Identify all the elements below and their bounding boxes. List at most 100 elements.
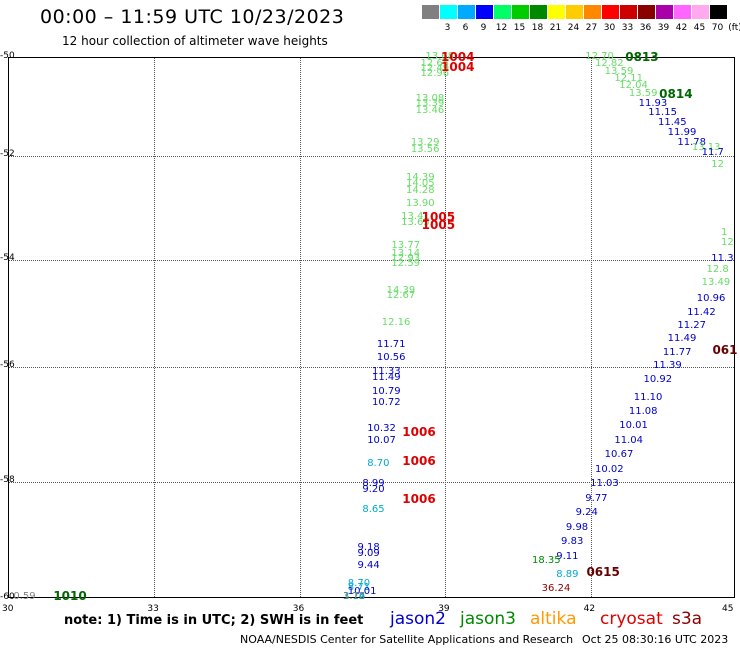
buoy-id-label: 1006: [402, 453, 436, 468]
wave-height-label: 0.59: [13, 591, 36, 602]
wave-height-label: 8.99: [362, 477, 385, 489]
colorbar-swatch: [710, 5, 727, 19]
wave-height-label: 9.20: [362, 483, 385, 495]
buoy-id-label: 1005: [421, 210, 456, 225]
wave-height-label: 14.39: [386, 285, 416, 297]
colorbar-tick-label: 39: [657, 23, 670, 33]
colorbar-swatch: [674, 5, 691, 19]
x-tick-label: 39: [438, 604, 450, 614]
wave-height-label: 1: [721, 227, 728, 238]
wave-height-label: 13.90: [405, 198, 435, 210]
colorbar-swatch: [584, 5, 601, 19]
colorbar-tick-label: 36: [639, 23, 652, 33]
wave-height-label: 8.65: [362, 504, 385, 516]
satellite-legend-cryosat: cryosat: [600, 609, 663, 629]
wave-height-label: 13.68: [425, 51, 454, 62]
wave-height-label: 11.93: [638, 97, 668, 109]
wave-height-label: 3.16: [342, 591, 366, 602]
wave-height-label: 8.71: [347, 581, 371, 593]
colorbar-tick-label: 3: [444, 23, 451, 33]
buoy-id-label: 1005: [421, 218, 456, 233]
x-tick-label: 30: [2, 604, 14, 614]
wave-height-label: 12.65: [420, 58, 450, 70]
wave-height-label: 12: [711, 159, 725, 171]
buoy-id-label: 061: [712, 342, 738, 357]
wave-height-label: 12.49: [420, 63, 450, 75]
wave-height-label: 13.65: [401, 216, 430, 228]
wave-height-label: 10.92: [643, 374, 673, 386]
colorbar-swatch: [476, 5, 493, 19]
colorbar-swatch: [638, 5, 655, 19]
map-plot-area: [8, 57, 735, 598]
wave-height-label: 10.07: [367, 434, 396, 446]
wave-height-label: 11.3: [711, 253, 734, 264]
wave-height-label: 9.11: [556, 551, 579, 563]
wave-height-label: 9.44: [357, 559, 380, 571]
wave-height-label: 9.98: [565, 521, 589, 533]
colorbar-swatch: [458, 5, 475, 19]
y-tick-label: -58: [0, 475, 15, 485]
colorbar-tick-label: 9: [480, 23, 487, 33]
colorbar-tick-label: 42: [675, 23, 688, 33]
wave-height-label: 10.96: [696, 293, 726, 305]
y-tick-label: -60: [0, 592, 15, 602]
buoy-id-label: 1010: [53, 589, 87, 603]
wave-height-label: 12.8: [706, 263, 729, 275]
buoy-id-label: 1004: [441, 50, 475, 64]
colorbar-tick-label: 18: [531, 23, 544, 33]
wave-height-label: 13.59: [628, 87, 658, 99]
colorbar-tick-label: 45: [693, 23, 706, 33]
wave-height-label: 9.77: [585, 492, 608, 504]
grid-line-horizontal: [9, 482, 734, 483]
buoy-id-label: 1004: [441, 59, 475, 74]
wave-height-label: 13.29: [410, 136, 440, 148]
colorbar-tick-label: 30: [603, 23, 616, 33]
wave-height-label: 12.67: [386, 290, 416, 302]
footnote: note: 1) Time is in UTC; 2) SWH is in fe…: [64, 613, 364, 628]
x-tick-label: 36: [292, 604, 305, 614]
x-tick-label: 33: [147, 604, 159, 614]
wave-height-label: 12.11: [614, 73, 643, 85]
wave-height-label: 12.59: [391, 258, 421, 270]
x-tick-label: 45: [722, 604, 734, 614]
wave-height-label: 13.14: [391, 247, 421, 259]
wave-height-label: 11.42: [687, 306, 716, 318]
y-tick-label: -50: [0, 51, 15, 61]
wave-height-label: 12: [721, 237, 734, 249]
colorbar-tick-label: 24: [567, 23, 580, 33]
grid-line-vertical: [590, 58, 592, 597]
colorbar-swatch: [566, 5, 583, 19]
colorbar-swatch: [512, 5, 529, 19]
colorbar-swatch: [494, 5, 511, 19]
wave-height-label: 13.49: [701, 277, 731, 289]
generated-timestamp: Oct 25 08:30:16 UTC 2023: [582, 633, 729, 646]
colorbar-tick-label: 6: [462, 23, 469, 33]
page-subtitle: 12 hour collection of altimeter wave hei…: [62, 34, 328, 48]
colorbar-unit-label: (ft): [728, 23, 740, 33]
wave-height-label: 13.59: [604, 65, 634, 77]
wave-height-label: 10.72: [372, 397, 401, 409]
wave-height-label: 11.99: [667, 126, 697, 138]
wave-height-label: 12.16: [381, 317, 411, 329]
wave-height-label: 11.77: [662, 346, 692, 358]
wave-height-label: 1.72: [342, 591, 366, 602]
wave-height-label: 11.33: [372, 365, 401, 377]
colorbar-tick-label: 33: [621, 23, 634, 33]
wave-height-label: 13.77: [391, 240, 421, 251]
wave-height-label: 13.39: [415, 97, 445, 109]
satellite-legend-altika: altika: [530, 609, 577, 629]
wave-height-label: 11.45: [657, 117, 687, 129]
wave-height-label: 10.56: [376, 351, 406, 363]
wave-height-label: 11.78: [677, 136, 707, 148]
wave-height-label: 11.49: [667, 333, 697, 345]
wave-height-label: 36.24: [541, 583, 571, 595]
x-tick-label: 42: [583, 604, 596, 614]
y-tick-label: -52: [0, 149, 15, 159]
wave-height-label: 11.08: [628, 406, 658, 417]
wave-height-label: 13.41: [401, 211, 430, 223]
colorbar-tick-label: 27: [585, 23, 598, 33]
wave-height-label: 11.39: [653, 360, 682, 371]
wave-height-label: 10.01: [347, 585, 377, 597]
grid-line-horizontal: [9, 367, 734, 368]
wave-height-label: 14.39: [405, 172, 435, 184]
